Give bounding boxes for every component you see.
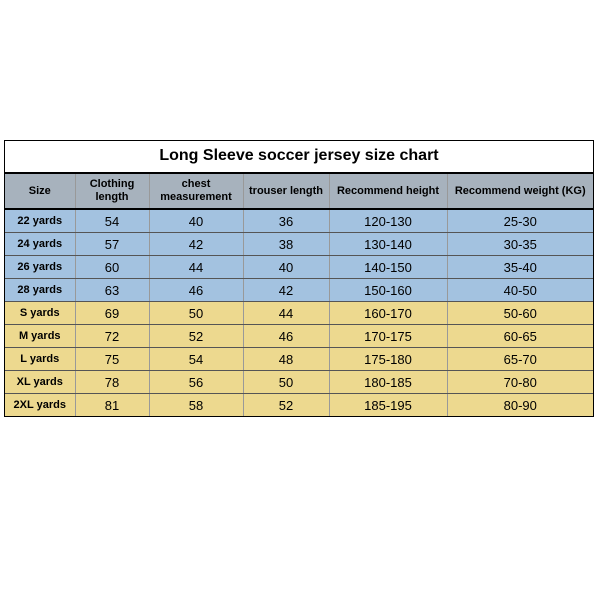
table-cell: 185-195 bbox=[329, 394, 447, 417]
table-cell: 42 bbox=[243, 279, 329, 302]
table-cell: 46 bbox=[243, 325, 329, 348]
header-row: Size Clothing length chest measurement t… bbox=[5, 174, 593, 209]
table-cell: 180-185 bbox=[329, 371, 447, 394]
table-cell: 40-50 bbox=[447, 279, 593, 302]
col-cloth: Clothing length bbox=[75, 174, 149, 209]
table-cell: 70-80 bbox=[447, 371, 593, 394]
table-cell: M yards bbox=[5, 325, 75, 348]
col-trous: trouser length bbox=[243, 174, 329, 209]
col-weight: Recommend weight (KG) bbox=[447, 174, 593, 209]
table-cell: 130-140 bbox=[329, 233, 447, 256]
table-cell: S yards bbox=[5, 302, 75, 325]
table-cell: 65-70 bbox=[447, 348, 593, 371]
size-chart: Long Sleeve soccer jersey size chart Siz… bbox=[4, 140, 594, 417]
table-cell: 170-175 bbox=[329, 325, 447, 348]
table-cell: 52 bbox=[149, 325, 243, 348]
table-cell: 75 bbox=[75, 348, 149, 371]
table-cell: 25-30 bbox=[447, 209, 593, 233]
table-cell: 81 bbox=[75, 394, 149, 417]
table-cell: 72 bbox=[75, 325, 149, 348]
table-cell: 40 bbox=[243, 256, 329, 279]
table-cell: 80-90 bbox=[447, 394, 593, 417]
table-cell: 58 bbox=[149, 394, 243, 417]
table-row: 28 yards634642150-16040-50 bbox=[5, 279, 593, 302]
table-cell: 24 yards bbox=[5, 233, 75, 256]
table-cell: 54 bbox=[149, 348, 243, 371]
table-row: M yards725246170-17560-65 bbox=[5, 325, 593, 348]
table-cell: 30-35 bbox=[447, 233, 593, 256]
col-height: Recommend height bbox=[329, 174, 447, 209]
table-row: XL yards785650180-18570-80 bbox=[5, 371, 593, 394]
table-cell: 69 bbox=[75, 302, 149, 325]
chart-title: Long Sleeve soccer jersey size chart bbox=[5, 141, 593, 174]
col-chest: chest measurement bbox=[149, 174, 243, 209]
table-cell: 2XL yards bbox=[5, 394, 75, 417]
table-cell: 26 yards bbox=[5, 256, 75, 279]
table-cell: 48 bbox=[243, 348, 329, 371]
table-cell: 60-65 bbox=[447, 325, 593, 348]
table-cell: 50 bbox=[149, 302, 243, 325]
table-cell: 54 bbox=[75, 209, 149, 233]
table-cell: L yards bbox=[5, 348, 75, 371]
table-row: 2XL yards815852185-19580-90 bbox=[5, 394, 593, 417]
table-cell: 140-150 bbox=[329, 256, 447, 279]
table-cell: 50 bbox=[243, 371, 329, 394]
table-cell: 46 bbox=[149, 279, 243, 302]
table-cell: 160-170 bbox=[329, 302, 447, 325]
table-cell: XL yards bbox=[5, 371, 75, 394]
table-cell: 56 bbox=[149, 371, 243, 394]
col-size: Size bbox=[5, 174, 75, 209]
table-row: 24 yards574238130-14030-35 bbox=[5, 233, 593, 256]
table-cell: 28 yards bbox=[5, 279, 75, 302]
table-cell: 50-60 bbox=[447, 302, 593, 325]
table-cell: 120-130 bbox=[329, 209, 447, 233]
table-cell: 52 bbox=[243, 394, 329, 417]
table-cell: 78 bbox=[75, 371, 149, 394]
table-cell: 175-180 bbox=[329, 348, 447, 371]
table-cell: 44 bbox=[149, 256, 243, 279]
table-cell: 44 bbox=[243, 302, 329, 325]
table-cell: 57 bbox=[75, 233, 149, 256]
table-cell: 42 bbox=[149, 233, 243, 256]
table-cell: 22 yards bbox=[5, 209, 75, 233]
table-cell: 36 bbox=[243, 209, 329, 233]
table-row: S yards695044160-17050-60 bbox=[5, 302, 593, 325]
table-row: 22 yards544036120-13025-30 bbox=[5, 209, 593, 233]
table-row: L yards755448175-18065-70 bbox=[5, 348, 593, 371]
table-cell: 38 bbox=[243, 233, 329, 256]
table-row: 26 yards604440140-15035-40 bbox=[5, 256, 593, 279]
table-cell: 60 bbox=[75, 256, 149, 279]
table-cell: 35-40 bbox=[447, 256, 593, 279]
table-cell: 63 bbox=[75, 279, 149, 302]
table-cell: 40 bbox=[149, 209, 243, 233]
size-table: Size Clothing length chest measurement t… bbox=[5, 174, 593, 416]
table-cell: 150-160 bbox=[329, 279, 447, 302]
